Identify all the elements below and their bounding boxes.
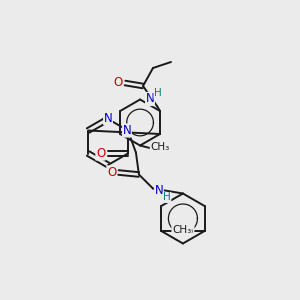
Text: H: H — [163, 193, 171, 202]
Text: N: N — [146, 92, 154, 106]
Text: CH₃: CH₃ — [172, 225, 191, 235]
Text: CH₃: CH₃ — [175, 225, 194, 235]
Text: CH₃: CH₃ — [150, 142, 170, 152]
Text: N: N — [122, 124, 131, 137]
Text: N: N — [103, 112, 112, 124]
Text: H: H — [154, 88, 162, 98]
Text: O: O — [96, 147, 105, 160]
Text: O: O — [113, 76, 123, 89]
Text: O: O — [107, 166, 116, 179]
Text: N: N — [154, 184, 163, 197]
